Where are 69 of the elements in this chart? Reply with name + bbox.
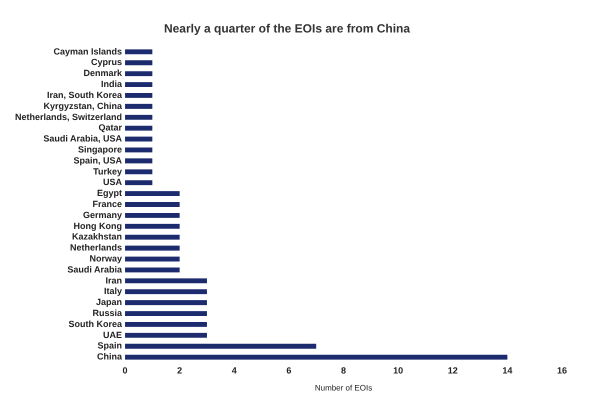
y-tick-label: France xyxy=(92,198,122,209)
x-tick-label: 10 xyxy=(393,365,404,376)
bar xyxy=(125,148,152,152)
x-tick-label: 6 xyxy=(286,365,292,376)
y-tick-label: UAE xyxy=(103,330,122,340)
y-tick-label: Russia xyxy=(92,308,124,318)
bar xyxy=(125,202,180,207)
bar xyxy=(125,180,152,186)
y-tick-label: Italy xyxy=(104,286,122,296)
y-tick-label: Kyrgyzstan, China xyxy=(43,100,124,111)
x-tick-label: 8 xyxy=(341,365,346,376)
y-tick-label: USA xyxy=(103,177,123,188)
bar xyxy=(125,60,152,66)
bar xyxy=(125,126,152,131)
x-tick-label: 2 xyxy=(177,365,182,376)
x-tick-label: 12 xyxy=(448,365,458,376)
y-tick-label: Netherlands xyxy=(70,242,122,253)
bar xyxy=(125,311,207,316)
bar xyxy=(125,191,180,196)
y-tick-label: Kazakhstan xyxy=(72,232,122,242)
bar xyxy=(125,82,152,88)
y-tick-label: Iran, South Korea xyxy=(47,90,124,100)
bar xyxy=(125,114,152,120)
y-tick-label: Turkey xyxy=(93,166,122,176)
y-tick-label: Spain xyxy=(98,340,122,351)
bar xyxy=(125,136,152,142)
y-tick-label: China xyxy=(97,352,124,362)
y-tick-label: Hong Kong xyxy=(74,220,122,231)
y-tick-label: Germany xyxy=(82,210,122,220)
bar xyxy=(125,289,207,294)
bar xyxy=(125,212,180,218)
y-tick-label: South Korea xyxy=(68,318,124,329)
chart-title: Nearly a quarter of the EOIs are from China xyxy=(164,22,410,36)
y-tick-label: Egypt xyxy=(97,188,122,198)
bar xyxy=(125,49,152,54)
y-tick-label: Singapore xyxy=(78,144,122,154)
x-tick-label: 14 xyxy=(502,365,512,376)
bar xyxy=(125,256,180,262)
y-tick-label: Cayman Islands xyxy=(53,46,122,56)
bar xyxy=(125,71,152,76)
bar xyxy=(125,93,152,98)
bar xyxy=(125,354,508,360)
bar xyxy=(125,300,207,306)
y-tick-label: Qatar xyxy=(98,122,123,133)
x-tick-label: 0 xyxy=(122,365,128,376)
bar xyxy=(125,344,316,349)
y-tick-label: Spain, USA xyxy=(74,155,123,166)
bar xyxy=(125,267,180,272)
x-tick-label: 4 xyxy=(232,365,237,376)
bar xyxy=(125,322,207,327)
bar xyxy=(125,158,152,164)
bar xyxy=(125,246,180,251)
y-tick-label: Saudi Arabia xyxy=(67,264,124,274)
y-tick-label: Norway xyxy=(90,254,122,264)
x-tick-label: 16 xyxy=(556,365,568,376)
y-tick-label: Saudi Arabia, USA xyxy=(43,134,123,144)
bar xyxy=(125,332,207,338)
y-tick-label: Denmark xyxy=(83,68,124,78)
x-axis-title: Number of EOIs xyxy=(314,383,372,392)
y-tick-label: India xyxy=(101,79,124,90)
bar xyxy=(125,104,152,109)
bar xyxy=(125,169,152,174)
y-tick-label: Netherlands, Switzerland xyxy=(14,112,122,122)
bar xyxy=(125,224,180,229)
bar xyxy=(125,278,207,284)
y-tick-label: Japan xyxy=(96,297,122,308)
y-tick-label: Cyprus xyxy=(91,57,122,68)
bar xyxy=(125,234,180,240)
y-tick-label: Iran xyxy=(106,275,122,286)
